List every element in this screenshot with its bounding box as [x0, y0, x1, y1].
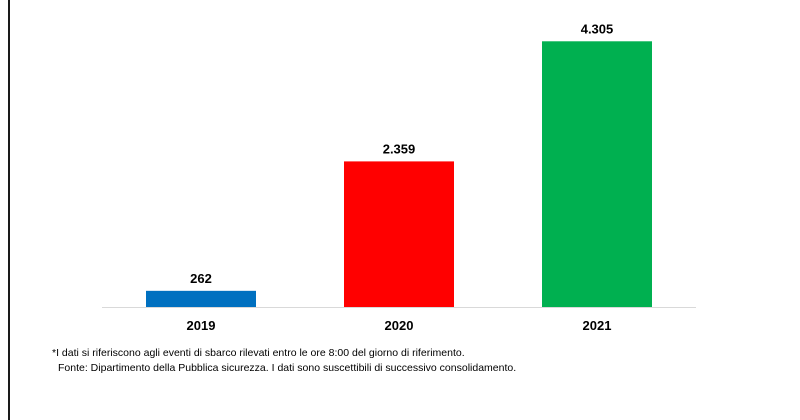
- bar-chart: 262 2.359 4.305 2019 2020 2021: [102, 21, 696, 333]
- bar-2020: [344, 161, 454, 307]
- footnotes: *I dati si riferiscono agli eventi di sb…: [52, 346, 516, 376]
- x-tick-label-2020: 2020: [385, 318, 414, 333]
- x-tick-labels-group: 2019 2020 2021: [187, 318, 612, 333]
- x-tick-label-2019: 2019: [187, 318, 216, 333]
- bars-group: [146, 41, 652, 307]
- x-tick-label-2021: 2021: [583, 318, 612, 333]
- data-label-2020: 2.359: [383, 141, 416, 156]
- bar-2019: [146, 290, 256, 307]
- bar-2021: [542, 41, 652, 307]
- data-label-2019: 262: [190, 271, 212, 286]
- value-labels-group: 262 2.359 4.305: [190, 21, 613, 286]
- data-label-2021: 4.305: [581, 21, 614, 36]
- footnote-note: *I dati si riferiscono agli eventi di sb…: [52, 347, 465, 359]
- left-border-rule: [8, 0, 10, 420]
- footnote-source: Fonte: Dipartimento della Pubblica sicur…: [58, 362, 517, 374]
